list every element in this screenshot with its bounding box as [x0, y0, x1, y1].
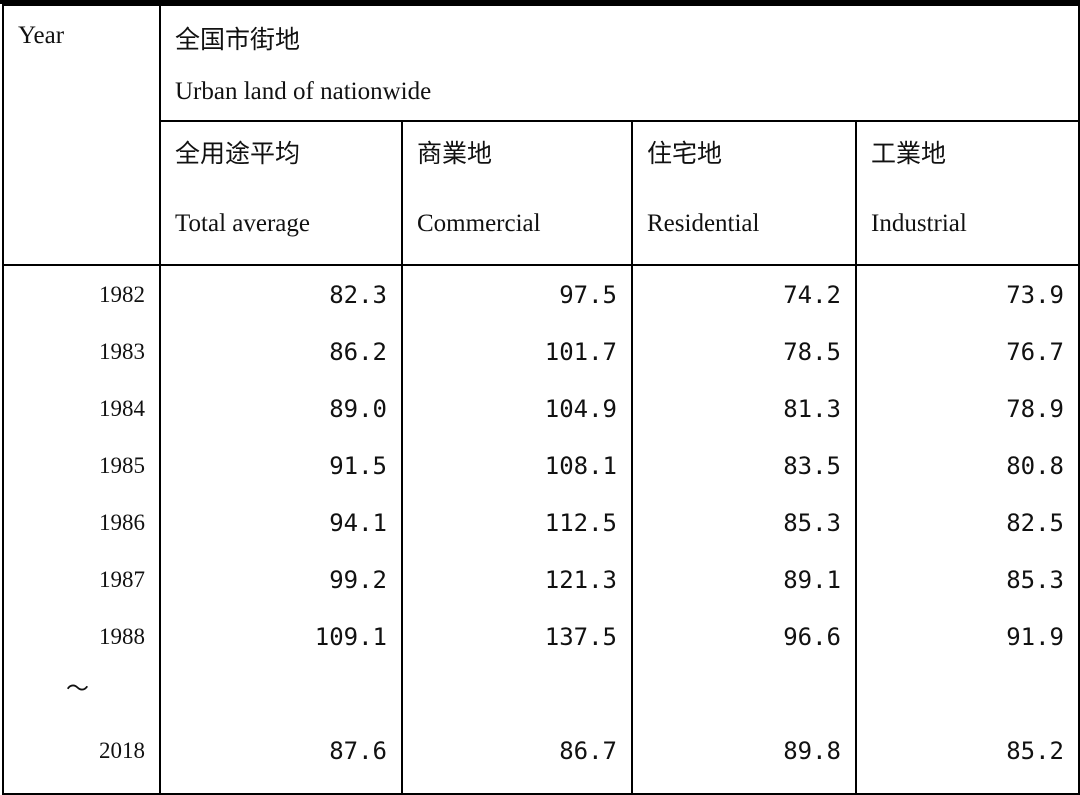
value-cell — [857, 679, 1078, 736]
value-cell: 82.5 — [1006, 509, 1064, 537]
column-header-residential: 住宅地 Residential — [631, 120, 857, 266]
year-header-label: Year — [18, 22, 65, 49]
value-cell: 121.3 — [544, 566, 617, 594]
value-cell: 89.8 — [783, 737, 841, 765]
column-header-commercial: 商業地 Commercial — [401, 120, 633, 266]
value-cell: 78.9 — [1006, 395, 1064, 423]
value-cell: 99.2 — [329, 566, 387, 594]
commercial-column: 97.5 101.7 104.9 108.1 112.5 121.3 137.5… — [401, 264, 633, 795]
top-rule — [0, 0, 1080, 4]
value-cell — [633, 679, 855, 736]
value-cell: 74.2 — [783, 281, 841, 309]
year-cell: 1984 — [99, 396, 145, 421]
value-cell: 81.3 — [783, 395, 841, 423]
value-cell: 87.6 — [329, 737, 387, 765]
year-column: 1982 1983 1984 1985 1986 1987 1988 ～ 201… — [2, 264, 161, 795]
value-cell: 101.7 — [544, 338, 617, 366]
column-header-jp: 商業地 — [417, 139, 493, 168]
year-cell: 1988 — [99, 624, 145, 649]
residential-column: 74.2 78.5 81.3 83.5 85.3 89.1 96.6 89.8 — [631, 264, 857, 795]
group-header: 全国市街地 Urban land of nationwide — [159, 4, 1080, 122]
group-title-jp: 全国市街地 — [175, 25, 301, 54]
column-header-en: Commercial — [417, 210, 541, 237]
column-header-jp: 住宅地 — [647, 139, 723, 168]
value-cell: 96.6 — [783, 623, 841, 651]
land-price-index-table: Year 全国市街地 Urban land of nationwide 全用途平… — [2, 4, 1080, 795]
value-cell — [403, 679, 631, 736]
year-cell: 1982 — [99, 282, 145, 307]
group-title-en: Urban land of nationwide — [175, 78, 432, 105]
value-cell: 89.1 — [783, 566, 841, 594]
value-cell: 91.9 — [1006, 623, 1064, 651]
value-cell — [161, 679, 401, 736]
year-cell: 1985 — [99, 453, 145, 478]
year-cell: 2018 — [99, 738, 145, 763]
year-cell: 1986 — [99, 510, 145, 535]
value-cell: 109.1 — [314, 623, 387, 651]
value-cell: 108.1 — [544, 452, 617, 480]
year-cell: 1983 — [99, 339, 145, 364]
value-cell: 83.5 — [783, 452, 841, 480]
column-header-jp: 全用途平均 — [175, 139, 301, 168]
value-cell: 86.7 — [559, 737, 617, 765]
total-average-column: 82.3 86.2 89.0 91.5 94.1 99.2 109.1 87.6 — [159, 264, 403, 795]
value-cell: 137.5 — [544, 623, 617, 651]
column-header-total-average: 全用途平均 Total average — [159, 120, 403, 266]
year-cell: 1987 — [99, 567, 145, 592]
value-cell: 73.9 — [1006, 281, 1064, 309]
value-cell: 85.3 — [783, 509, 841, 537]
year-column-header: Year — [2, 4, 161, 266]
value-cell: 86.2 — [329, 338, 387, 366]
column-header-en: Total average — [175, 210, 310, 237]
column-header-en: Residential — [647, 210, 760, 237]
value-cell: 89.0 — [329, 395, 387, 423]
column-header-industrial: 工業地 Industrial — [855, 120, 1080, 266]
value-cell: 82.3 — [329, 281, 387, 309]
value-cell: 78.5 — [783, 338, 841, 366]
value-cell: 104.9 — [544, 395, 617, 423]
value-cell: 76.7 — [1006, 338, 1064, 366]
industrial-column: 73.9 76.7 78.9 80.8 82.5 85.3 91.9 85.2 — [855, 264, 1080, 795]
column-header-en: Industrial — [871, 210, 967, 237]
range-tilde: ～ — [66, 676, 89, 701]
value-cell: 91.5 — [329, 452, 387, 480]
column-header-jp: 工業地 — [871, 139, 947, 168]
value-cell: 97.5 — [559, 281, 617, 309]
value-cell: 94.1 — [329, 509, 387, 537]
value-cell: 112.5 — [544, 509, 617, 537]
value-cell: 85.3 — [1006, 566, 1064, 594]
value-cell: 85.2 — [1006, 737, 1064, 765]
value-cell: 80.8 — [1006, 452, 1064, 480]
